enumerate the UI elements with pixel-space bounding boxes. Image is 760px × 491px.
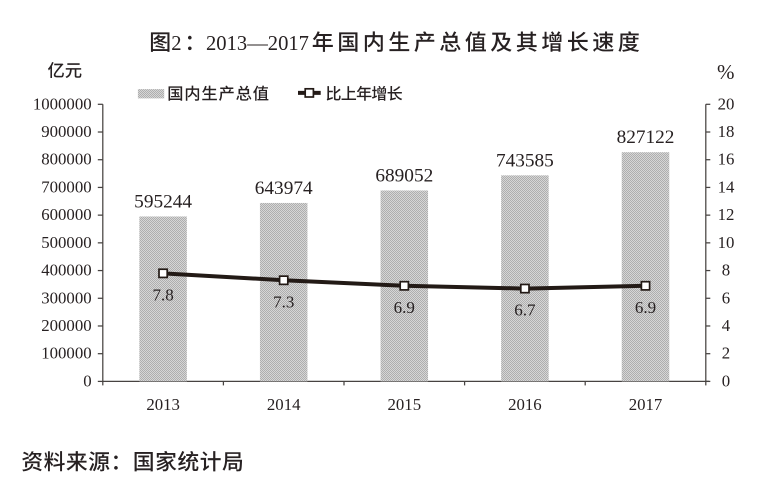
svg-text:2: 2: [722, 344, 730, 363]
svg-text:2017: 2017: [629, 395, 663, 414]
svg-text:743585: 743585: [496, 150, 554, 171]
svg-text:595244: 595244: [134, 191, 192, 212]
svg-text:1000000: 1000000: [33, 94, 92, 113]
svg-text:4: 4: [722, 316, 731, 335]
svg-text:2016: 2016: [508, 395, 542, 414]
svg-text:2014: 2014: [267, 395, 301, 414]
svg-text:14: 14: [718, 177, 735, 196]
svg-text:%: %: [717, 60, 735, 84]
svg-text:20: 20: [718, 94, 735, 113]
svg-text:6.7: 6.7: [514, 301, 536, 320]
svg-text:100000: 100000: [41, 344, 91, 363]
svg-text:300000: 300000: [41, 288, 91, 307]
svg-text:18: 18: [718, 122, 735, 141]
svg-text:200000: 200000: [41, 316, 91, 335]
svg-text:0: 0: [83, 371, 91, 390]
svg-text:6: 6: [722, 288, 730, 307]
svg-text:7.8: 7.8: [152, 285, 173, 304]
svg-text:800000: 800000: [41, 150, 91, 169]
svg-text:689052: 689052: [375, 165, 433, 186]
svg-text:10: 10: [718, 233, 735, 252]
svg-text:6.9: 6.9: [394, 298, 415, 317]
svg-text:600000: 600000: [41, 205, 91, 224]
svg-text:6.9: 6.9: [635, 298, 656, 317]
svg-text:0: 0: [722, 371, 730, 390]
svg-text:827122: 827122: [617, 127, 675, 148]
svg-text:2013: 2013: [146, 395, 180, 414]
svg-text:2015: 2015: [388, 395, 422, 414]
svg-text:900000: 900000: [41, 122, 91, 141]
svg-text:500000: 500000: [41, 233, 91, 252]
svg-text:2: 2: [171, 33, 181, 55]
svg-text:8: 8: [722, 261, 730, 280]
svg-text:400000: 400000: [41, 261, 91, 280]
svg-text:16: 16: [718, 150, 735, 169]
svg-text:643974: 643974: [255, 178, 313, 199]
svg-text:2013—2017: 2013—2017: [206, 33, 309, 55]
svg-text:700000: 700000: [41, 177, 91, 196]
svg-text:7.3: 7.3: [273, 292, 294, 311]
svg-text:12: 12: [718, 205, 735, 224]
